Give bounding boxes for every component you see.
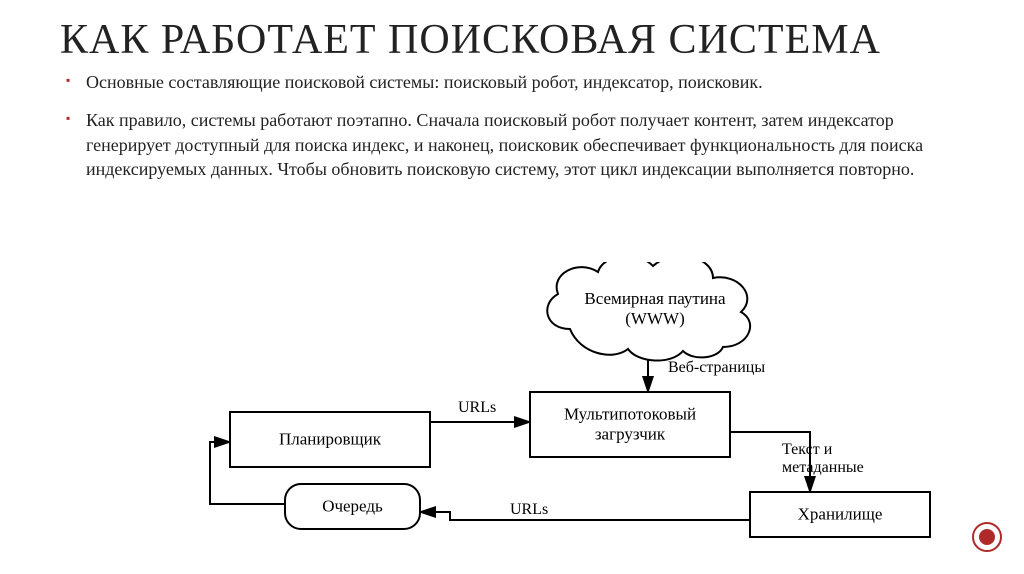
svg-text:Мультипотоковый: Мультипотоковый bbox=[564, 405, 696, 424]
bullet-list: Основные составляющие поисковой системы:… bbox=[0, 70, 1024, 181]
svg-text:метаданные: метаданные bbox=[782, 459, 864, 476]
svg-text:Планировщик: Планировщик bbox=[279, 430, 382, 449]
flowchart-diagram: Веб-страницы URLs Текст иметаданные URLs Все… bbox=[170, 262, 950, 562]
svg-text:(WWW): (WWW) bbox=[625, 309, 684, 328]
svg-text:Текст и: Текст и bbox=[782, 441, 833, 458]
page-title: КАК РАБОТАЕТ ПОИСКОВАЯ СИСТЕМА bbox=[0, 0, 1024, 70]
svg-text:URLs: URLs bbox=[458, 399, 496, 416]
svg-text:Всемирная паутина: Всемирная паутина bbox=[584, 289, 726, 308]
svg-text:загрузчик: загрузчик bbox=[595, 425, 666, 444]
bullet-item: Как правило, системы работают поэтапно. … bbox=[72, 108, 964, 181]
svg-text:URLs: URLs bbox=[510, 501, 548, 518]
slide-indicator-icon bbox=[972, 522, 1002, 552]
svg-text:Веб-страницы: Веб-страницы bbox=[668, 359, 765, 376]
bullet-item: Основные составляющие поисковой системы:… bbox=[72, 70, 964, 94]
svg-text:Очередь: Очередь bbox=[322, 497, 383, 516]
svg-text:Хранилище: Хранилище bbox=[798, 505, 883, 524]
